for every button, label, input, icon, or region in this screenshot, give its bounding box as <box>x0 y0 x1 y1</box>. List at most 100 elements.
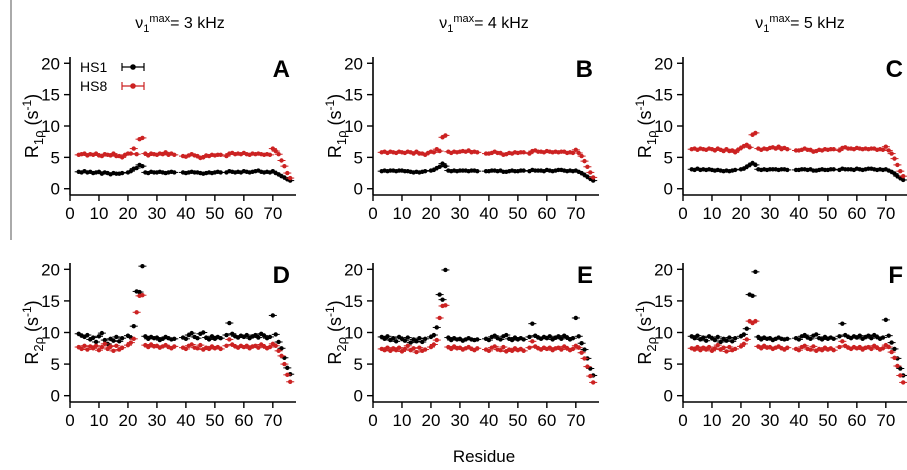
x-tick-label: 30 <box>450 411 469 430</box>
data-point <box>579 341 584 346</box>
data-point <box>814 332 819 337</box>
data-point <box>90 335 96 340</box>
data-point <box>218 335 223 341</box>
data-point <box>808 336 813 342</box>
data-point <box>261 333 267 338</box>
data-point <box>285 365 290 371</box>
x-tick-label: 30 <box>760 411 779 430</box>
data-point <box>85 332 90 338</box>
data-point <box>582 356 587 361</box>
series-HS1 <box>377 267 598 378</box>
data-point <box>140 135 145 141</box>
data-point <box>759 346 764 351</box>
column-title-symbol: ν <box>755 15 763 32</box>
data-point <box>282 361 287 367</box>
y-axis-label: R1ρ (s-1) <box>20 94 46 158</box>
data-point <box>128 340 134 345</box>
data-point <box>802 332 807 338</box>
x-tick-label: 30 <box>147 411 166 430</box>
panel-C: 0 5 10 15 20 0 10 20 30 40 50 60 70 C R1ρ (s-1) <box>633 54 907 223</box>
data-point <box>270 313 276 318</box>
y-axis-label: R1ρ (s-1) <box>323 94 349 158</box>
data-point <box>585 164 590 169</box>
data-point <box>486 337 492 343</box>
y-axis-label-close: ) <box>325 300 345 306</box>
data-point <box>724 349 729 354</box>
data-point <box>892 355 897 360</box>
data-point <box>753 162 758 168</box>
data-point <box>898 373 903 378</box>
data-point <box>579 350 584 355</box>
data-point <box>125 342 131 348</box>
data-point <box>701 335 706 340</box>
data-point <box>440 161 445 166</box>
data-point <box>140 263 145 269</box>
x-tick-label: 40 <box>479 204 498 223</box>
data-point <box>753 269 758 275</box>
data-point <box>273 148 278 154</box>
data-point <box>134 310 139 315</box>
data-point <box>128 168 134 174</box>
data-point <box>267 344 273 350</box>
data-point <box>727 335 732 340</box>
data-point <box>93 343 99 348</box>
data-point <box>880 346 886 351</box>
data-point <box>695 344 700 350</box>
data-point <box>556 334 561 339</box>
data-point <box>172 152 177 158</box>
data-point <box>411 346 416 351</box>
series-HS1 <box>687 160 907 183</box>
data-point <box>399 349 405 354</box>
y-tick-label: 5 <box>354 148 363 167</box>
data-point <box>434 337 439 343</box>
y-tick-label: 0 <box>664 180 673 199</box>
data-point <box>753 130 758 136</box>
data-point <box>831 347 836 353</box>
data-point <box>869 335 874 341</box>
data-point <box>267 334 273 340</box>
data-point <box>143 334 148 339</box>
x-tick-label: 0 <box>65 411 74 430</box>
data-point <box>703 338 709 343</box>
data-point <box>119 335 125 341</box>
x-tick-label: 20 <box>118 411 137 430</box>
panel-letter: D <box>273 262 290 289</box>
data-point <box>102 341 107 347</box>
data-point <box>402 346 408 352</box>
data-point <box>224 153 229 159</box>
series-HS8 <box>687 318 907 385</box>
data-point <box>869 346 874 352</box>
y-tick-label: 20 <box>41 260 60 279</box>
data-point <box>422 336 428 342</box>
data-point <box>744 337 749 342</box>
data-point <box>509 348 515 354</box>
data-point <box>892 346 897 352</box>
data-point <box>785 336 790 342</box>
data-point <box>866 333 871 338</box>
data-point <box>521 348 526 354</box>
data-point <box>692 347 697 352</box>
data-point <box>741 332 747 337</box>
data-point <box>431 332 437 338</box>
x-tick-label: 70 <box>566 204 585 223</box>
data-point <box>198 342 203 348</box>
data-point <box>579 153 584 159</box>
data-point <box>808 347 813 352</box>
panel-letter: E <box>577 262 593 289</box>
y-tick-label: 20 <box>41 54 60 73</box>
series-HS8 <box>377 303 598 385</box>
data-point <box>224 332 229 338</box>
series-HS8 <box>74 293 295 384</box>
x-tick-label: 50 <box>818 411 837 430</box>
y-tick-label: 10 <box>654 117 673 136</box>
data-point <box>892 156 897 161</box>
data-point <box>559 336 564 342</box>
data-point <box>393 339 399 344</box>
column-title: ν1max= 5 kHz <box>755 13 845 35</box>
x-tick-label: 30 <box>147 204 166 223</box>
data-point <box>744 142 749 148</box>
data-point <box>475 150 480 155</box>
data-point <box>195 335 200 341</box>
series-HS8 <box>377 133 598 180</box>
column-title-symbol: ν <box>135 15 143 32</box>
